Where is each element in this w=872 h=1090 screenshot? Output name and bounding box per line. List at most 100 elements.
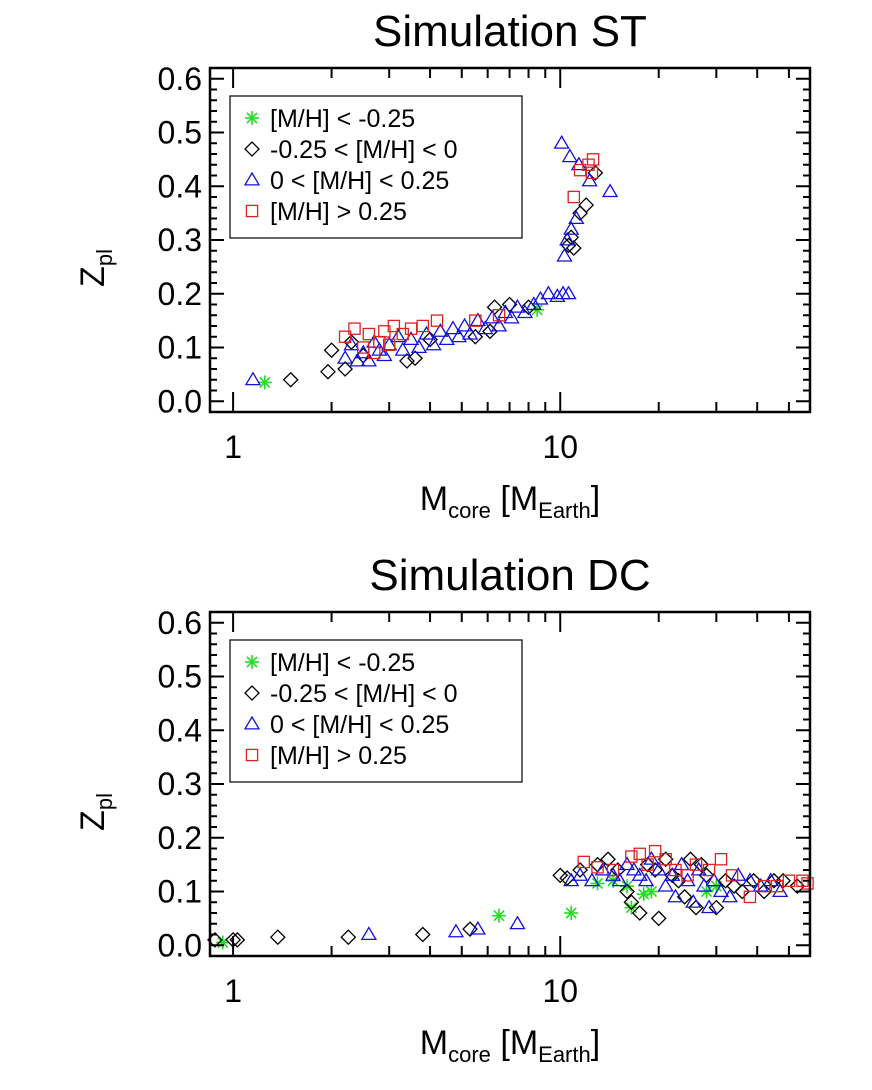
st-series-3-point-3 [362, 327, 376, 341]
st-series-1-point-7 [407, 350, 424, 367]
dc-series-3-point-12 [714, 853, 728, 866]
st-series-2-point-14 [418, 325, 435, 340]
st-series-2-point-9 [381, 336, 398, 351]
st-series-2-point-41 [561, 148, 578, 163]
st-series-1-point-13 [520, 299, 537, 316]
st-series-2-point-20 [456, 317, 473, 332]
dc-ytick-label-5: 0.5 [158, 659, 202, 695]
st-ytick-label-1: 0.1 [158, 330, 202, 366]
dc-series-2-point-27 [721, 888, 739, 903]
dc-legend-marker-1 [244, 685, 260, 701]
dc-legend-label-0: [M/H] < -0.25 [270, 649, 415, 677]
st-series-1-point-0 [282, 371, 299, 388]
dc-series-3-point-17 [782, 874, 796, 888]
dc-legend-label-3: [M/H] > 0.25 [270, 742, 407, 770]
panel-dc: Simulation DC 0.00.10.20.30.40.50.61 10[M… [74, 551, 814, 1067]
dc-y-ticks [210, 621, 810, 947]
dc-legend-box [229, 639, 523, 783]
dc-series-2-point-6 [583, 872, 601, 887]
st-series-2-point-33 [549, 288, 566, 302]
dc-series-2-point-20 [679, 872, 696, 887]
dc-series-3-point-0 [577, 855, 591, 869]
panel-st-plot: 0.0 0.1 0.2 0.3 0.4 0.5 0.6 1 10 [M/H] < -0.25 -0.… [158, 61, 812, 465]
dc-series-2-point-31 [762, 872, 779, 887]
dc-series-1-point-7 [552, 867, 569, 884]
st-series-2-point-8 [376, 347, 393, 362]
st-series-1-point-16 [565, 240, 582, 256]
st-series-3-point-12 [430, 314, 444, 327]
st-legend-marker-0 [245, 111, 259, 125]
dc-series-2-point-5 [571, 867, 589, 881]
st-series-2-point-21 [461, 325, 479, 340]
dc-series-3-point-8 [669, 863, 682, 877]
st-legend: [M/H] < -0.25 -0.25 < [M/H] < 0 0 < [M/H] … [229, 95, 523, 239]
st-legend-label-2: 0 < [M/H] < 0.25 [270, 167, 449, 195]
st-series-2-point-13 [410, 339, 428, 354]
dc-series-2-point-24 [700, 899, 718, 914]
panel-st-xlabel: Mcore [MEarth] [420, 480, 600, 523]
st-ytick-label-2: 0.2 [158, 276, 202, 312]
dc-xtick-label-1: 10 [542, 973, 578, 1009]
st-series-2-point-24 [484, 309, 501, 324]
st-series-0-point-0 [257, 375, 272, 390]
st-series-2-point-39 [568, 210, 585, 225]
dc-legend-marker-3 [245, 748, 259, 762]
dc-series-1-point-28 [717, 872, 734, 889]
panel-st-ylabel: Zpl [74, 249, 117, 287]
dc-series-3-point-15 [757, 879, 771, 893]
st-legend-box [229, 95, 523, 239]
dc-series-1-point-13 [619, 883, 635, 900]
st-series-2-point-37 [559, 231, 576, 246]
panel-dc-ylabel: Zpl [74, 793, 117, 831]
dc-series-1-point-22 [676, 888, 693, 905]
dc-series-1-point-31 [745, 872, 762, 889]
panel-st-xlabel-main: M [420, 480, 448, 518]
panel-st-xlabel-unit-sub: Earth [538, 498, 591, 523]
st-series-2-point-3 [349, 352, 366, 367]
dc-series-2-point-15 [650, 861, 667, 876]
dc-series-2-point-18 [667, 888, 684, 903]
panel-dc-xlabel-main: M [420, 1024, 448, 1062]
st-series-2-point-18 [444, 320, 462, 335]
dc-series-1-point-24 [688, 899, 704, 916]
dc-series-1-point-17 [647, 862, 664, 878]
dc-series-3-point-11 [702, 863, 716, 877]
panel-st-xlabel-unit-close: ] [591, 480, 600, 518]
panel-dc-plot: 0.0 0.1 0.2 0.3 0.4 0.5 0.6 1 10 [M/H] < -0.25 -0.… [158, 605, 814, 1009]
st-series-2-point-40 [553, 134, 570, 149]
st-series-2-point-29 [516, 304, 534, 319]
st-series-3-point-11 [416, 319, 430, 333]
dc-series-1-point-3 [269, 929, 286, 946]
dc-series-2-point-3 [509, 915, 526, 930]
dc-series-3-point-2 [606, 863, 620, 877]
dc-series-2-point-1 [447, 923, 465, 938]
dc-series-3-point-13 [725, 869, 739, 882]
dc-ytick-label-3: 0.3 [158, 766, 202, 802]
dc-series-1-point-32 [756, 883, 773, 900]
dc-legend-marker-0 [245, 655, 259, 669]
dc-series-1-point-16 [639, 856, 656, 873]
panel-st-title: Simulation ST [373, 7, 647, 56]
dc-series-0-point-6 [624, 900, 639, 915]
dc-xtick-label-0: 1 [224, 973, 242, 1009]
dc-series-1-point-21 [670, 872, 687, 889]
st-ytick-label-6: 0.6 [158, 61, 202, 97]
dc-legend-label-1: -0.25 < [M/H] < 0 [270, 680, 458, 708]
dc-series-3-point-4 [633, 847, 647, 861]
st-legend-label-1: -0.25 < [M/H] < 0 [270, 136, 458, 164]
dc-ytick-label-6: 0.6 [158, 605, 202, 641]
st-series-2-point-4 [355, 344, 372, 359]
dc-series-2-point-13 [637, 872, 655, 887]
dc-series-3-point-6 [648, 844, 662, 858]
dc-legend-marker-2 [243, 715, 261, 730]
dc-series-2-point-0 [360, 926, 377, 941]
st-ytick-label-4: 0.4 [158, 168, 202, 204]
st-series-2-point-32 [540, 285, 557, 300]
dc-series-3-point-14 [743, 890, 757, 904]
dc-series-1-point-25 [693, 856, 710, 873]
st-series-2-point-27 [503, 309, 520, 324]
panel-st-ylabel-sub: pl [92, 249, 117, 266]
dc-series-0-point-8 [644, 884, 659, 899]
dc-ytick-label-4: 0.4 [158, 712, 202, 748]
st-series-3-point-7 [382, 338, 396, 352]
